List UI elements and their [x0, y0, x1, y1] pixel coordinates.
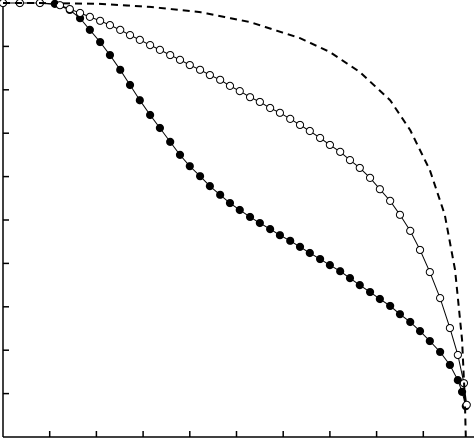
point [445, 323, 455, 333]
point [275, 108, 285, 117]
point [386, 196, 395, 206]
point [406, 226, 415, 235]
point [305, 126, 314, 136]
point [146, 40, 155, 50]
point [205, 70, 214, 80]
point [135, 96, 144, 105]
point [345, 274, 355, 283]
point [386, 301, 395, 311]
point [195, 172, 205, 181]
point [445, 360, 455, 370]
point [453, 350, 462, 360]
point [286, 114, 295, 123]
point [55, 1, 65, 10]
point [216, 190, 225, 199]
point [245, 212, 255, 222]
point [305, 248, 314, 258]
point [225, 198, 235, 208]
point [146, 110, 155, 120]
point [266, 225, 275, 234]
point [255, 218, 264, 228]
point [295, 120, 305, 130]
point [96, 16, 105, 25]
point [245, 93, 255, 102]
series-line [3, 1, 467, 438]
point [457, 387, 467, 396]
point [216, 75, 225, 84]
point [425, 267, 434, 277]
point [295, 242, 305, 252]
point [336, 267, 345, 276]
point [406, 317, 415, 327]
point [235, 87, 244, 96]
point [415, 327, 425, 336]
point [395, 310, 405, 319]
series-line [3, 2, 467, 407]
point [315, 133, 325, 143]
point [205, 182, 214, 191]
point [85, 25, 94, 35]
point [135, 35, 144, 44]
point [125, 31, 135, 40]
point [185, 60, 194, 70]
point [155, 123, 165, 133]
point [225, 81, 235, 90]
point [175, 150, 185, 159]
point [375, 185, 384, 194]
point [155, 45, 165, 54]
point [235, 205, 244, 215]
point [436, 294, 445, 303]
point [195, 65, 205, 74]
point [345, 156, 355, 165]
point [336, 147, 345, 156]
point [355, 163, 364, 173]
point [85, 12, 94, 21]
point [255, 97, 264, 107]
point [325, 140, 334, 150]
point [325, 261, 334, 270]
point [116, 25, 125, 35]
point [315, 254, 325, 264]
point [365, 173, 375, 183]
point [116, 65, 125, 74]
point [105, 50, 115, 60]
point [365, 287, 375, 297]
point [75, 8, 85, 18]
point [65, 4, 74, 14]
point [266, 103, 275, 113]
point [105, 21, 115, 30]
point [275, 231, 285, 240]
point [286, 236, 295, 245]
point [375, 294, 384, 304]
point [185, 162, 194, 171]
point [125, 80, 135, 90]
point [395, 210, 405, 219]
point [166, 137, 175, 146]
point [425, 336, 434, 346]
point [415, 245, 425, 255]
point [175, 55, 185, 64]
series-line [3, 2, 468, 405]
point [166, 50, 175, 60]
point [436, 347, 445, 357]
point [355, 281, 364, 290]
point [96, 37, 105, 47]
